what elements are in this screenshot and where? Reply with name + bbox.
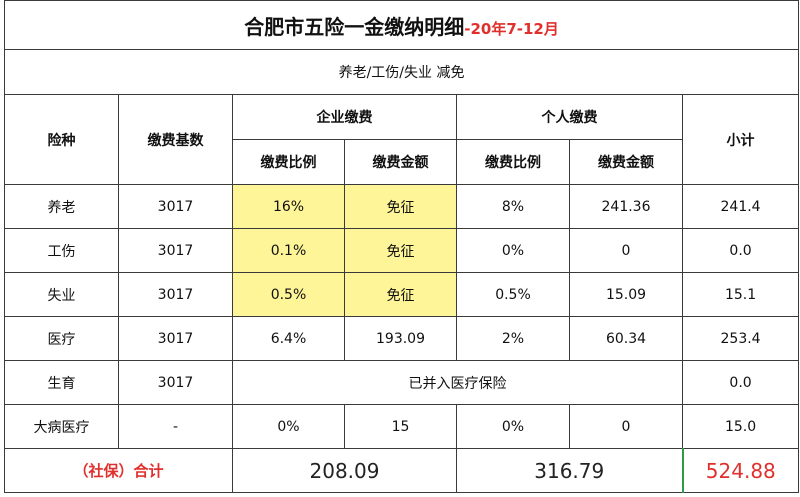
title-period: -20年7-12月 <box>464 19 559 38</box>
cell-type: 大病医疗 <box>4 404 119 449</box>
header-company-rate: 缴费比例 <box>232 139 345 185</box>
cell-personal-amount: 0 <box>569 228 683 273</box>
cell-subtotal: 15.0 <box>681 404 800 449</box>
total-label: （社保）合计 <box>4 448 233 493</box>
cell-personal-amount: 15.09 <box>569 272 683 317</box>
cell-merged-note: 已并入医疗保险 <box>232 360 683 405</box>
cell-company-rate: 0.5% <box>232 272 345 317</box>
total-personal: 316.79 <box>456 448 683 493</box>
table-row: 工伤 3017 0.1% 免征 0% 0 0.0 <box>4 228 800 273</box>
cell-subtotal: 15.1 <box>681 272 800 317</box>
cell-type: 失业 <box>4 272 119 317</box>
total-grand: 524.88 <box>681 448 800 493</box>
cell-personal-rate: 0% <box>456 228 570 273</box>
header-row-1: 险种 缴费基数 企业缴费 个人缴费 小计 <box>4 94 800 185</box>
cell-personal-rate: 2% <box>456 316 570 361</box>
cell-company-amount: 免征 <box>344 228 457 273</box>
table-row: 失业 3017 0.5% 免征 0.5% 15.09 15.1 <box>4 272 800 317</box>
cell-company-rate: 0% <box>232 404 345 449</box>
header-personal: 个人缴费 <box>456 94 683 140</box>
header-base: 缴费基数 <box>118 94 233 185</box>
header-insurance-type: 险种 <box>4 94 119 185</box>
header-personal-rate: 缴费比例 <box>456 139 570 185</box>
cell-base: 3017 <box>118 316 233 361</box>
title-text: 合肥市五险一金缴纳明细 <box>244 14 465 39</box>
cell-company-amount: 15 <box>344 404 457 449</box>
cell-base: - <box>118 404 233 449</box>
cell-subtotal: 241.4 <box>681 184 800 229</box>
title-row: 合肥市五险一金缴纳明细-20年7-12月 <box>3 0 800 50</box>
total-company: 208.09 <box>232 448 457 493</box>
cell-base: 3017 <box>118 228 233 273</box>
table-row: 养老 3017 16% 免征 8% 241.36 241.4 <box>4 184 800 229</box>
cell-type: 工伤 <box>4 228 119 273</box>
total-row: （社保）合计 208.09 316.79 524.88 <box>4 448 800 493</box>
cell-personal-amount: 0 <box>569 404 683 449</box>
cell-company-rate: 6.4% <box>232 316 345 361</box>
cell-personal-rate: 8% <box>456 184 570 229</box>
cell-type: 养老 <box>4 184 119 229</box>
page-title: 合肥市五险一金缴纳明细-20年7-12月 <box>3 0 800 50</box>
cell-personal-rate: 0.5% <box>456 272 570 317</box>
cell-company-amount: 免征 <box>344 184 457 229</box>
cell-subtotal: 253.4 <box>681 316 800 361</box>
cell-personal-amount: 241.36 <box>569 184 683 229</box>
subtitle-row: 养老/工伤/失业 减免 <box>3 49 800 95</box>
header-company-amount: 缴费金额 <box>344 139 457 185</box>
subtitle-cell: 养老/工伤/失业 减免 <box>3 49 800 95</box>
cell-company-amount: 193.09 <box>344 316 457 361</box>
cell-company-rate: 0.1% <box>232 228 345 273</box>
cell-personal-rate: 0% <box>456 404 570 449</box>
insurance-table: 合肥市五险一金缴纳明细-20年7-12月 养老/工伤/失业 减免 险种 缴费基数… <box>3 0 800 493</box>
table-row-maternity: 生育 3017 已并入医疗保险 0.0 <box>4 360 800 405</box>
cell-base: 3017 <box>118 184 233 229</box>
header-subtotal: 小计 <box>681 94 800 185</box>
table-row-critical-illness: 大病医疗 - 0% 15 0% 0 15.0 <box>4 404 800 449</box>
header-row-2: 缴费比例 缴费金额 缴费比例 缴费金额 <box>5 139 799 185</box>
cell-type: 生育 <box>4 360 119 405</box>
cell-personal-amount: 60.34 <box>569 316 683 361</box>
cell-company-rate: 16% <box>232 184 345 229</box>
cell-subtotal: 0.0 <box>681 360 800 405</box>
header-company: 企业缴费 <box>232 94 457 140</box>
cell-type: 医疗 <box>4 316 119 361</box>
cell-base: 3017 <box>118 272 233 317</box>
header-personal-amount: 缴费金额 <box>569 139 683 185</box>
cell-subtotal: 0.0 <box>681 228 800 273</box>
cell-company-amount: 免征 <box>344 272 457 317</box>
table-row: 医疗 3017 6.4% 193.09 2% 60.34 253.4 <box>4 316 800 361</box>
cell-base: 3017 <box>118 360 233 405</box>
